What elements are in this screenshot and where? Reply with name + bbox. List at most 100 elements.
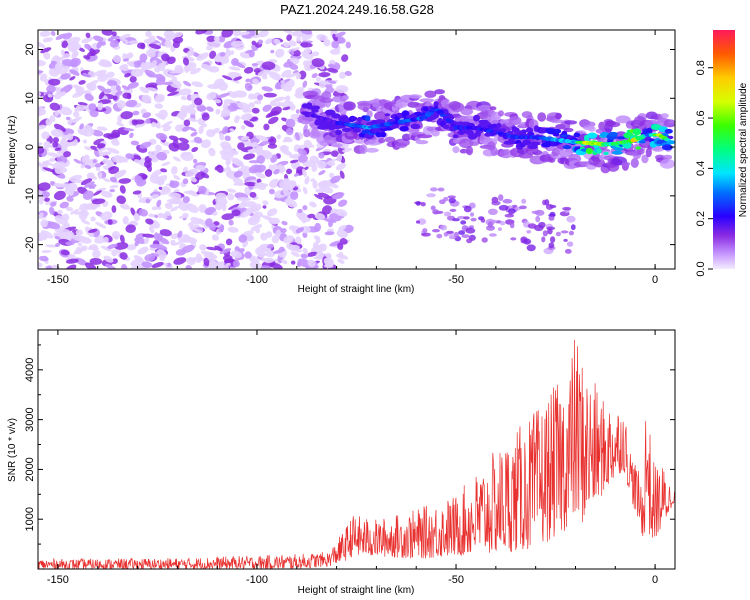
- noise-cell: [339, 71, 346, 79]
- noise-cell: [232, 260, 240, 268]
- noise-cell: [339, 170, 345, 179]
- ridge-halo: [448, 235, 456, 240]
- noise-cell: [120, 111, 133, 120]
- noise-cell: [251, 63, 259, 67]
- noise-cell: [52, 137, 59, 144]
- noise-cell: [84, 43, 91, 50]
- ridge-halo: [449, 208, 457, 212]
- ridge-cell: [521, 129, 527, 134]
- noise-cell: [307, 213, 315, 219]
- ridge-cell: [433, 101, 439, 107]
- noise-cell: [280, 80, 285, 84]
- noise-cell: [125, 99, 138, 108]
- noise-cell: [304, 176, 310, 185]
- noise-cell: [294, 132, 300, 141]
- noise-cell: [127, 82, 139, 89]
- noise-cell: [237, 31, 251, 36]
- spectrogram-frame: [37, 29, 676, 270]
- noise-cell: [237, 142, 245, 150]
- noise-cell: [206, 35, 216, 43]
- noise-cell: [264, 169, 273, 177]
- noise-cell: [72, 111, 80, 118]
- noise-cell: [54, 165, 64, 175]
- noise-cell: [229, 128, 235, 132]
- figure-title: PAZ1.2024.249.16.58.G28: [280, 2, 434, 17]
- ridge-halo: [487, 141, 496, 151]
- noise-cell: [227, 193, 235, 201]
- noise-cell: [120, 33, 131, 39]
- noise-cell: [302, 168, 307, 178]
- noise-cell: [315, 76, 321, 82]
- noise-cell: [156, 35, 166, 42]
- noise-cell: [116, 156, 129, 163]
- noise-cell: [268, 138, 275, 143]
- ridge-cell: [365, 115, 371, 122]
- noise-cell: [222, 75, 233, 81]
- noise-cell: [297, 208, 303, 214]
- noise-cell: [215, 196, 228, 206]
- noise-cell: [191, 146, 199, 153]
- noise-cell: [124, 72, 131, 78]
- noise-cell: [263, 92, 277, 98]
- noise-cell: [130, 258, 141, 267]
- ridge-halo: [555, 231, 562, 237]
- noise-cell: [142, 112, 152, 118]
- noise-cell: [311, 51, 320, 57]
- noise-cell: [57, 224, 68, 231]
- noise-cell: [228, 66, 241, 71]
- noise-cell: [327, 80, 337, 84]
- noise-cell: [49, 206, 55, 215]
- noise-cell: [295, 248, 303, 253]
- noise-cell: [178, 137, 189, 143]
- noise-cell: [274, 102, 284, 107]
- ridge-cell: [553, 128, 562, 134]
- noise-cell: [71, 118, 79, 123]
- noise-cell: [312, 242, 319, 249]
- noise-cell: [212, 211, 218, 216]
- noise-cell: [297, 148, 307, 156]
- noise-cell: [267, 143, 278, 149]
- noise-cell: [149, 243, 160, 249]
- noise-cell: [230, 40, 244, 48]
- noise-cell: [287, 47, 301, 53]
- noise-cell: [159, 254, 166, 262]
- ridge-halo: [546, 226, 556, 231]
- ridge-halo: [422, 228, 428, 233]
- ridge-halo: [550, 236, 556, 244]
- noise-cell: [253, 100, 262, 105]
- noise-cell: [69, 76, 76, 81]
- noise-cell: [130, 207, 136, 216]
- ridge-cell: [484, 132, 492, 137]
- ridge-halo: [519, 205, 527, 210]
- noise-cell: [38, 70, 44, 74]
- noise-cell: [239, 51, 252, 59]
- noise-cell: [75, 246, 83, 255]
- noise-cell: [38, 262, 43, 268]
- noise-cell: [288, 40, 297, 47]
- noise-cell: [178, 88, 192, 96]
- noise-cell: [39, 212, 44, 218]
- noise-cell: [45, 118, 53, 126]
- noise-cell: [314, 222, 322, 232]
- noise-cell: [222, 126, 229, 135]
- noise-cell: [216, 164, 224, 173]
- noise-cell: [78, 47, 85, 52]
- noise-cell: [66, 37, 81, 44]
- noise-cell: [309, 201, 317, 208]
- noise-cell: [178, 201, 189, 212]
- noise-cell: [240, 125, 246, 130]
- ridge-halo: [651, 146, 665, 152]
- ridge-halo: [508, 212, 513, 216]
- noise-cell: [63, 151, 71, 158]
- noise-cell: [183, 235, 191, 243]
- ridge-cell: [312, 105, 320, 111]
- ridge-cell: [611, 150, 623, 155]
- noise-cell: [324, 158, 337, 165]
- noise-cell: [290, 191, 299, 200]
- noise-cell: [223, 265, 229, 269]
- noise-cell: [82, 127, 95, 137]
- noise-cell: [281, 220, 288, 226]
- ridge-cell: [646, 127, 653, 135]
- noise-cell: [190, 226, 204, 234]
